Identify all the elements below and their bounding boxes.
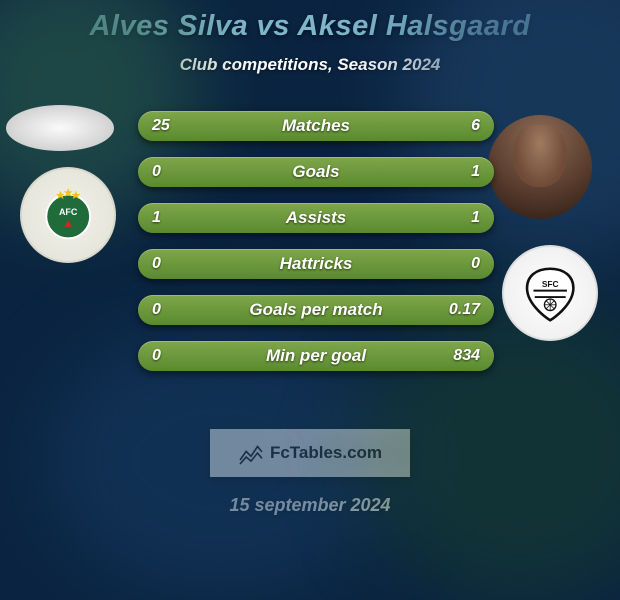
america-mg-icon: AFC — [36, 183, 100, 247]
stat-bar: 0Hattricks0 — [138, 249, 494, 279]
stat-label: Matches — [138, 111, 494, 141]
stat-bar: 0Goals per match0.17 — [138, 295, 494, 325]
stat-bar: 25Matches6 — [138, 111, 494, 141]
stat-label: Goals — [138, 157, 494, 187]
stat-label: Hattricks — [138, 249, 494, 279]
stat-label: Min per goal — [138, 341, 494, 371]
stat-bar: 0Goals1 — [138, 157, 494, 187]
player-right-avatar — [488, 115, 592, 219]
stat-bar: 0Min per goal834 — [138, 341, 494, 371]
stat-label: Assists — [138, 203, 494, 233]
club-right-crest: SFC — [502, 245, 598, 341]
svg-text:AFC: AFC — [59, 207, 78, 217]
stat-bar: 1Assists1 — [138, 203, 494, 233]
comparison-stage: AFC SFC — [0, 105, 620, 405]
player-left-avatar — [6, 105, 114, 151]
stat-value-right: 834 — [453, 341, 480, 371]
stat-value-right: 6 — [471, 111, 480, 141]
stat-bars: 25Matches60Goals11Assists10Hattricks00Go… — [138, 111, 494, 371]
svg-text:SFC: SFC — [542, 279, 559, 289]
stat-value-right: 0 — [471, 249, 480, 279]
stat-value-right: 0.17 — [449, 295, 480, 325]
stat-value-right: 1 — [471, 157, 480, 187]
santos-icon: SFC — [518, 261, 582, 325]
club-left-crest: AFC — [20, 167, 116, 263]
stat-value-right: 1 — [471, 203, 480, 233]
stat-label: Goals per match — [138, 295, 494, 325]
